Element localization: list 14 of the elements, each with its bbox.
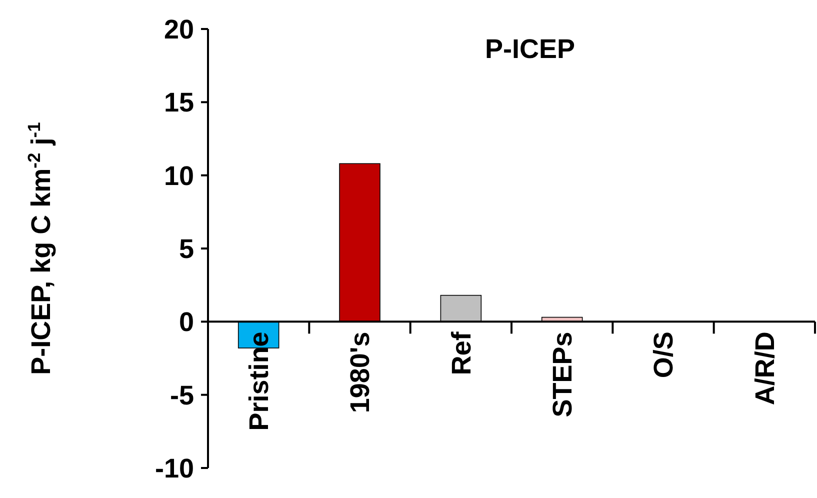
x-tick-label: STEPs	[548, 332, 578, 418]
y-tick-label: -5	[170, 380, 194, 410]
y-tick-label: 10	[164, 160, 194, 191]
y-tick-label: 0	[178, 307, 194, 338]
y-tick-label: 20	[164, 14, 194, 44]
x-tick-label: Pristine	[244, 332, 274, 431]
x-tick-label: Ref	[446, 330, 476, 376]
y-tick-label: 15	[164, 88, 194, 118]
x-tick-label: 1980's	[345, 332, 376, 414]
chart-title: P-ICEP	[484, 34, 576, 64]
y-tick-label: -10	[154, 453, 194, 484]
y-tick-label: 5	[178, 234, 194, 264]
x-tick-label: A/R/D	[750, 332, 780, 406]
x-tick-label: O/S	[648, 332, 679, 378]
